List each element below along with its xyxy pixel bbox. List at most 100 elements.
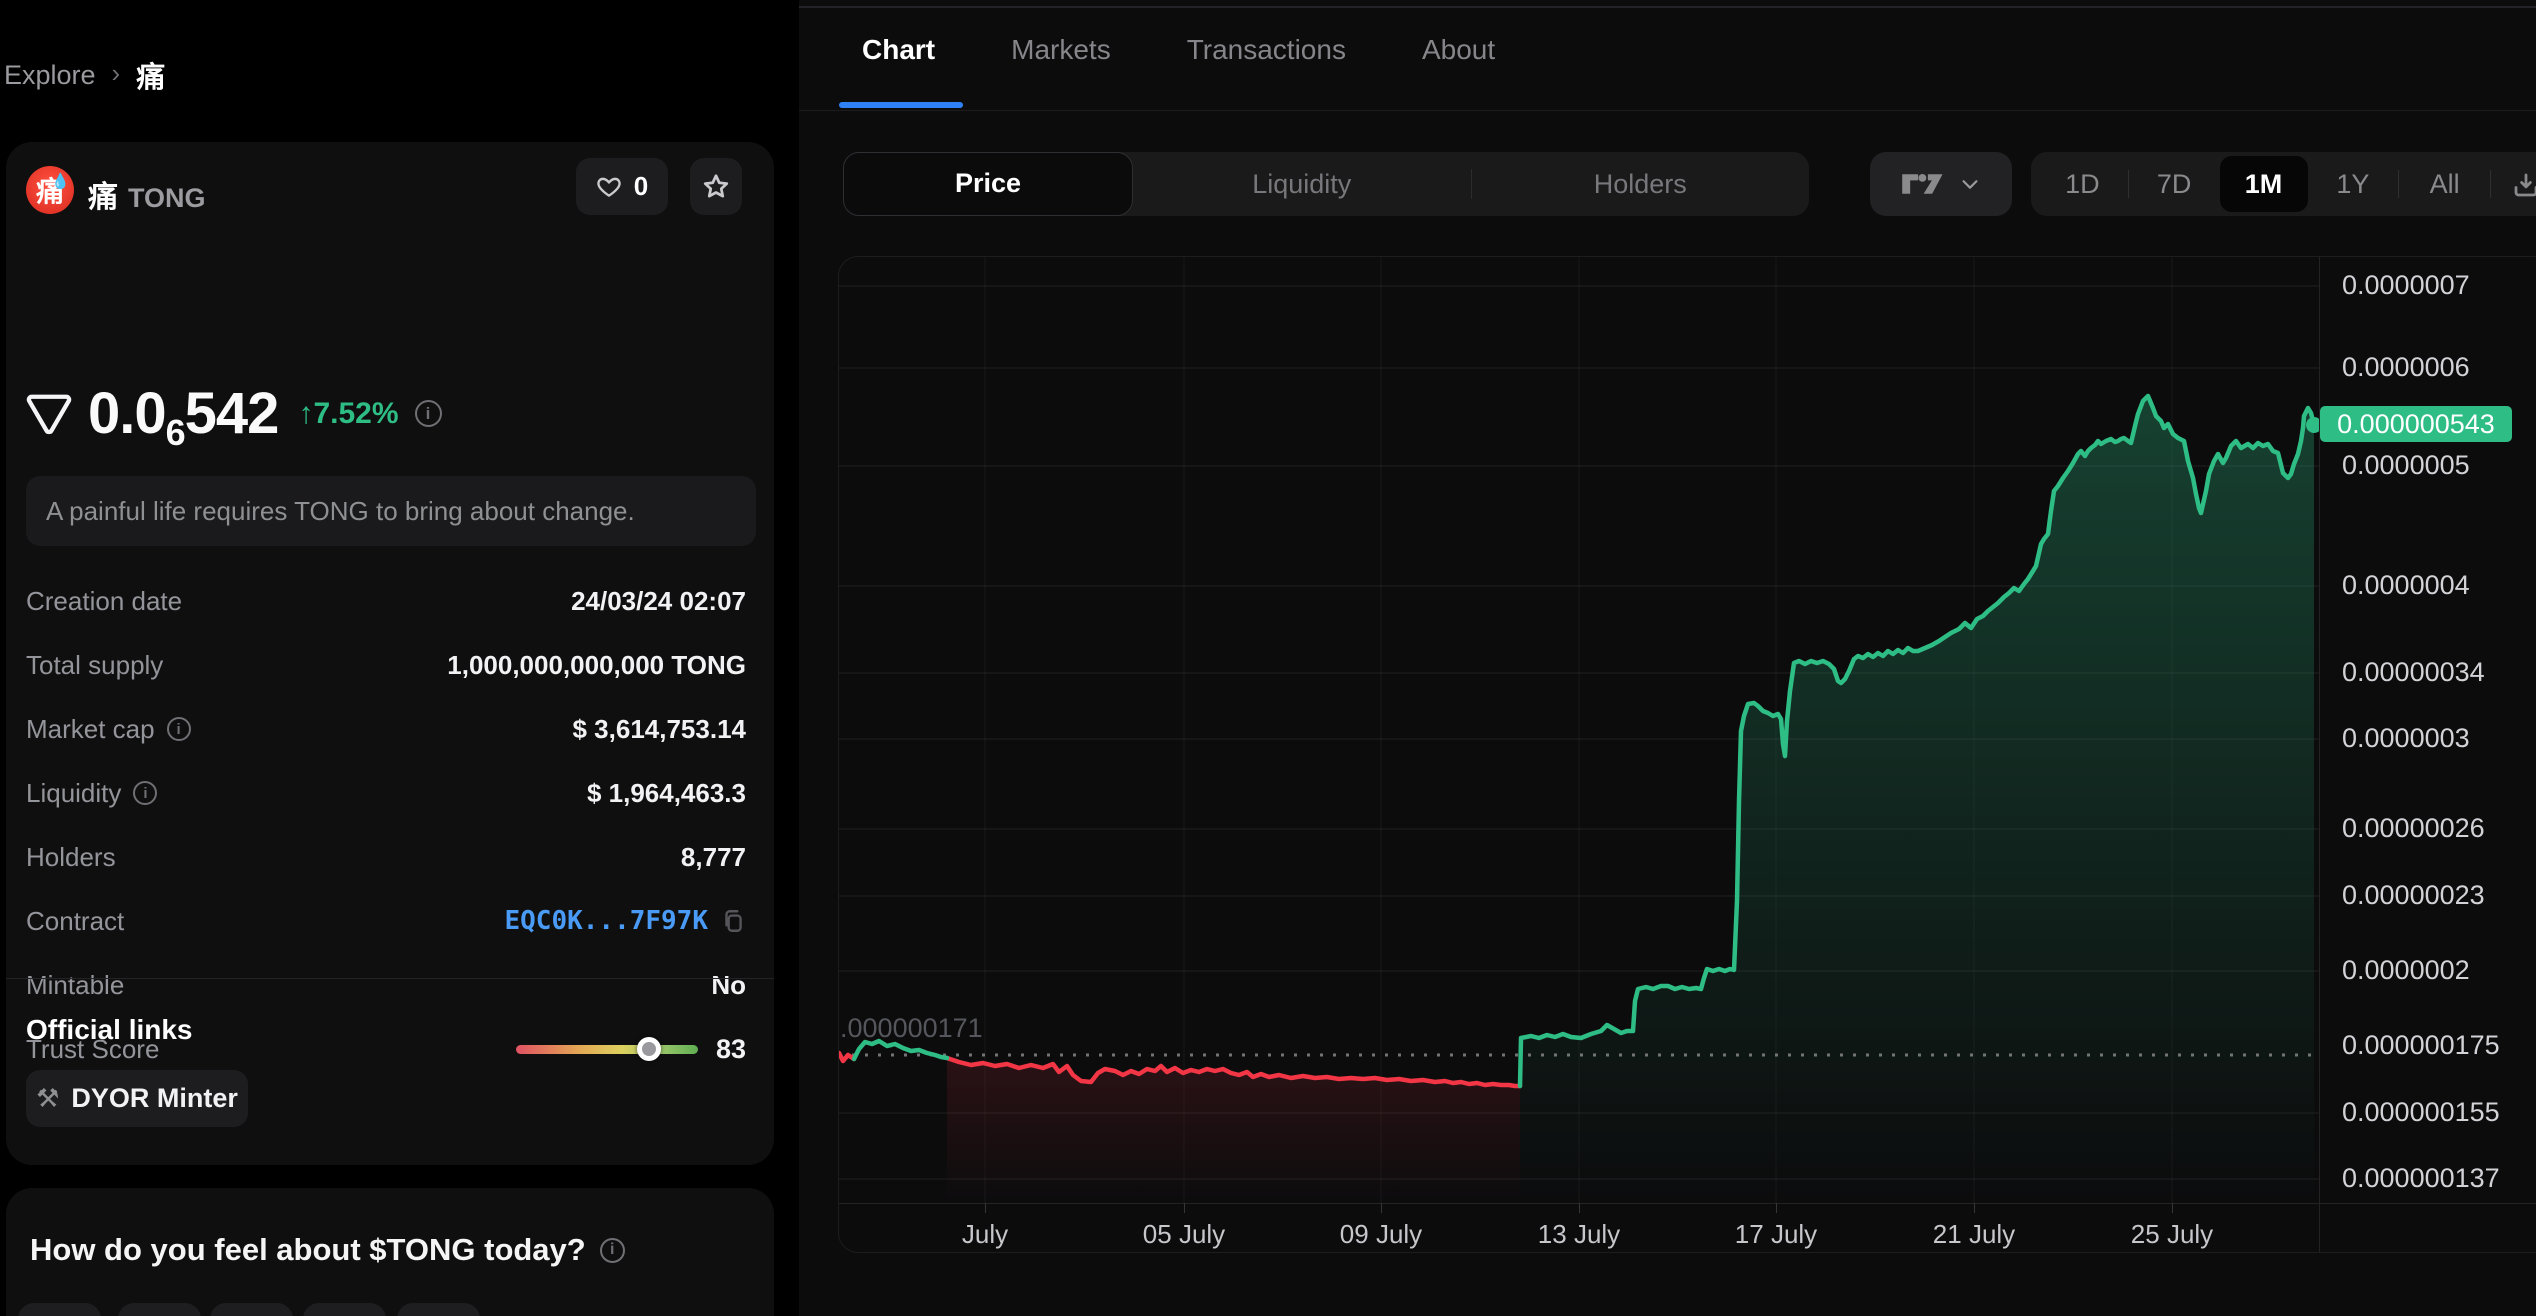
stat-label: Trust Score: [26, 1033, 160, 1064]
stat-label: Market cap: [26, 713, 155, 744]
stat-label: Holders: [26, 841, 116, 872]
segment-divider: [1470, 169, 1472, 199]
chevron-right-icon: ›: [111, 57, 121, 88]
y-axis-label: 0.00000026: [2342, 813, 2485, 843]
token-description-text: A painful life requires TONG to bring ab…: [46, 495, 635, 526]
info-icon[interactable]: i: [166, 717, 191, 741]
sentiment-question: How do you feel about $TONG today?: [30, 1232, 586, 1267]
like-button[interactable]: 0: [576, 158, 668, 215]
stat-value: 24/03/24 02:07: [571, 585, 746, 616]
y-axis-label: 0.000000155: [2342, 1097, 2500, 1127]
stat-value: No: [711, 969, 746, 1000]
x-axis-label: 13 July: [1537, 1219, 1621, 1249]
breadcrumb-explore-link[interactable]: Explore: [4, 59, 96, 90]
info-icon[interactable]: i: [599, 1237, 625, 1263]
sentiment-option-button[interactable]: [303, 1303, 386, 1316]
metric-tab-price[interactable]: Price: [843, 152, 1133, 216]
info-icon[interactable]: i: [133, 781, 158, 805]
sentiment-option-button[interactable]: [18, 1303, 101, 1316]
baseline-price-label: 0.000000171: [838, 1013, 983, 1043]
section-divider: [6, 978, 774, 979]
y-axis-label: 0.000000137: [2342, 1163, 2500, 1193]
metric-segmented-control: Price Liquidity Holders: [843, 152, 1809, 216]
tab-transactions[interactable]: Transactions: [1186, 34, 1346, 65]
heart-icon: [597, 177, 621, 197]
range-7d[interactable]: 7D: [2156, 168, 2192, 199]
metric-tab-liquidity[interactable]: Liquidity: [1252, 168, 1352, 199]
official-link-dyor-minter[interactable]: ⚒ DYOR Minter: [26, 1070, 248, 1127]
token-name: TONG: [128, 183, 206, 213]
tear-drop-icon: 💧: [51, 173, 70, 190]
breadcrumb: Explore › 痛: [4, 54, 165, 96]
trust-score-value: 83: [715, 1033, 746, 1064]
sentiment-option-button[interactable]: [210, 1303, 293, 1316]
price-subscript-zeros: 6: [165, 412, 186, 453]
stat-label: Creation date: [26, 585, 183, 616]
y-axis-label: 0.0000003: [2342, 723, 2470, 753]
stat-value: $ 1,964,463.3: [586, 777, 746, 808]
y-axis-label: 0.00000034: [2342, 657, 2485, 687]
stat-value: $ 3,614,753.14: [572, 713, 747, 744]
range-divider: [2398, 170, 2400, 198]
token-avatar: 痛 💧: [26, 166, 74, 214]
official-link-label: DYOR Minter: [71, 1083, 238, 1113]
stat-label: Total supply: [26, 649, 164, 680]
x-axis-tick: [2172, 1203, 2173, 1213]
contract-address-link[interactable]: EQC0K...7F97K: [504, 906, 709, 936]
sentiment-option-button[interactable]: [118, 1303, 201, 1316]
trust-score-slider[interactable]: [515, 1037, 698, 1061]
y-axis-label: 0.0000004: [2342, 570, 2470, 600]
y-axis-label: 0.0000005: [2342, 450, 2470, 480]
content-tabs: Chart Markets Transactions About: [862, 34, 1495, 94]
sentiment-option-button[interactable]: [397, 1303, 480, 1316]
copy-icon[interactable]: [720, 908, 746, 934]
stat-value: 1,000,000,000,000 TONG: [447, 649, 746, 680]
breadcrumb-current: 痛: [136, 62, 166, 94]
stat-row-trust-score: Trust Score 83: [26, 1032, 746, 1066]
tab-markets[interactable]: Markets: [1011, 34, 1111, 65]
stat-row-liquidity: Liquidity i $ 1,964,463.3: [26, 776, 746, 810]
x-axis-label: 21 July: [1932, 1219, 2016, 1249]
range-all[interactable]: All: [2429, 168, 2460, 199]
like-count: 0: [633, 171, 649, 201]
range-divider: [2490, 170, 2491, 198]
time-range-selector: 1D 7D 1M 1Y All: [2031, 152, 2536, 216]
official-links-heading: Official links: [26, 1014, 193, 1045]
y-axis-label: 0.000000175: [2342, 1030, 2500, 1060]
token-title: 痛 TONG: [88, 172, 206, 216]
stat-row-holders: Holders 8,777: [26, 840, 746, 874]
token-price: 0.06542: [88, 381, 279, 453]
token-description: A painful life requires TONG to bring ab…: [26, 476, 756, 546]
chevron-down-icon: [1962, 180, 1978, 189]
tab-chart[interactable]: Chart: [862, 34, 936, 65]
x-axis-label: 17 July: [1734, 1219, 1818, 1249]
x-axis-label: 05 July: [1142, 1219, 1226, 1249]
chart-controls: Price Liquidity Holders 1D 7D 1M: [843, 152, 2536, 216]
range-1d[interactable]: 1D: [2065, 168, 2100, 199]
download-icon[interactable]: [2511, 170, 2536, 200]
sentiment-card: How do you feel about $TONG today? i: [6, 1188, 774, 1316]
price-scale-axis[interactable]: 0.000000543 0.0000007 0.0000006 0.0000005 0…: [2319, 257, 2536, 1252]
range-1m[interactable]: 1M: [2219, 156, 2308, 212]
tabs-divider: [799, 110, 2536, 111]
metric-tab-holders[interactable]: Holders: [1593, 168, 1687, 199]
gavel-icon: ⚒: [36, 1083, 60, 1113]
token-info-card: 痛 💧 痛 TONG 0 0.06542: [6, 142, 774, 1165]
ton-logo-icon: [26, 394, 72, 434]
x-axis-label: 25 July: [2130, 1219, 2214, 1249]
watchlist-star-button[interactable]: [690, 158, 742, 215]
trust-score-knob[interactable]: [636, 1037, 661, 1061]
price-info-icon[interactable]: i: [414, 400, 442, 427]
y-axis-label: 0.0000002: [2342, 955, 2470, 985]
active-tab-indicator: [839, 102, 963, 108]
x-axis-tick: [1974, 1203, 1975, 1213]
stat-row-mintable: Mintable No: [26, 968, 746, 1002]
y-axis-label: 0.00000023: [2342, 880, 2485, 910]
stat-value: 8,777: [680, 841, 746, 872]
stat-label: Contract: [26, 905, 125, 936]
range-1y[interactable]: 1Y: [2336, 168, 2370, 199]
tab-about[interactable]: About: [1421, 34, 1496, 65]
price-chart-svg[interactable]: [839, 257, 2319, 1203]
chart-style-dropdown-button[interactable]: [1870, 152, 2012, 216]
